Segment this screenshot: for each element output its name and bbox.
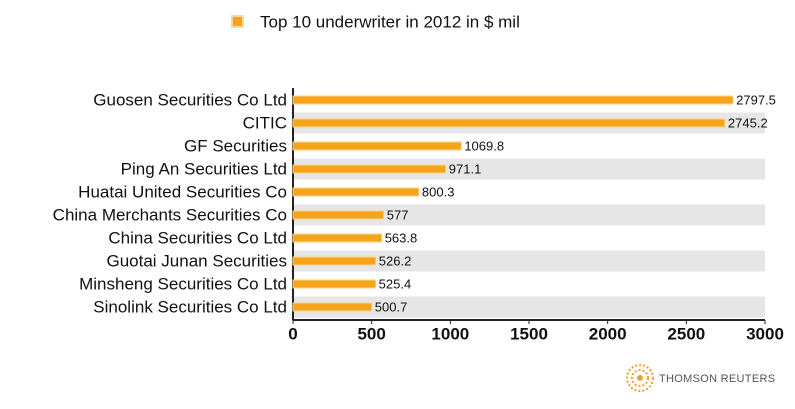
row-stripe: [293, 204, 765, 226]
legend-label: Top 10 underwriter in 2012 in $ mil: [260, 12, 520, 31]
x-tick-label: 2000: [589, 324, 627, 343]
category-label: Ping An Securities Ltd: [121, 159, 287, 178]
value-label: 2797.5: [736, 92, 776, 107]
bar: [292, 95, 734, 105]
category-label: CITIC: [243, 113, 287, 132]
value-label: 577: [387, 207, 409, 222]
category-label: Minsheng Securities Co Ltd: [79, 274, 287, 293]
category-label: Huatai United Securities Co: [78, 182, 287, 201]
bar: [292, 279, 377, 289]
value-label: 526.2: [379, 253, 412, 268]
bar: [292, 164, 447, 174]
value-label: 800.3: [422, 184, 455, 199]
bar: [292, 118, 726, 128]
row-stripe: [293, 158, 765, 180]
value-label: 2745.2: [728, 115, 768, 130]
category-label: China Merchants Securities Co: [53, 205, 287, 224]
logo-text: THOMSON REUTERS: [659, 373, 775, 385]
x-tick-label: 1000: [431, 324, 469, 343]
x-tick-label: 1500: [510, 324, 548, 343]
bar: [292, 141, 462, 151]
value-label: 563.8: [385, 230, 418, 245]
x-tick-label: 3000: [746, 324, 784, 343]
x-tick-label: 500: [357, 324, 385, 343]
category-label: Guosen Securities Co Ltd: [93, 90, 287, 109]
bar: [292, 302, 373, 312]
value-label: 971.1: [449, 161, 482, 176]
legend-swatch: [231, 15, 244, 28]
bar: [292, 210, 385, 220]
row-stripe: [293, 250, 765, 272]
bar: [292, 256, 377, 266]
category-label: Guotai Junan Securities: [107, 251, 288, 270]
bar: [292, 233, 383, 243]
category-label: Sinolink Securities Co Ltd: [93, 297, 287, 316]
value-label: 500.7: [375, 299, 408, 314]
value-label: 525.4: [379, 276, 412, 291]
x-tick-label: 2500: [667, 324, 705, 343]
category-label: GF Securities: [184, 136, 287, 155]
category-label: China Securities Co Ltd: [108, 228, 287, 247]
logo-mark: [626, 364, 654, 392]
x-tick-label: 0: [288, 324, 297, 343]
row-stripe: [293, 296, 765, 318]
bar: [292, 187, 420, 197]
value-label: 1069.8: [464, 138, 504, 153]
